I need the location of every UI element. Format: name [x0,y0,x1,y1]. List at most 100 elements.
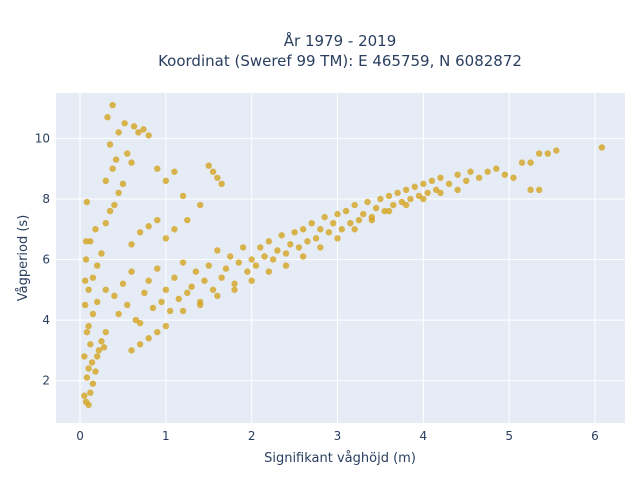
data-point [88,359,96,366]
data-point [128,159,135,166]
data-point [196,201,204,209]
data-point [484,168,491,175]
data-point [87,341,94,348]
data-point [87,389,94,396]
data-point [154,328,161,336]
data-point [154,165,161,172]
data-point [347,219,354,227]
data-point [184,289,191,297]
data-point [102,219,109,227]
data-point [248,277,255,284]
data-point [140,126,147,133]
data-point [598,144,606,151]
data-point [420,195,427,203]
data-point [95,347,103,354]
data-point [128,241,135,248]
plot-background [56,93,625,423]
data-point [175,295,182,303]
data-point [227,253,234,260]
data-point [162,286,170,293]
data-point [128,268,135,275]
data-point [274,247,281,254]
data-point [544,150,551,157]
x-tick-label: 2 [248,429,256,443]
y-tick-label: 2 [42,374,50,388]
data-point [145,132,152,139]
data-point [330,219,337,227]
data-point [102,177,109,184]
data-point [171,226,178,233]
y-tick-label: 10 [35,131,50,145]
data-point [214,174,221,181]
data-point [261,253,268,260]
data-point [535,186,543,194]
data-point [89,274,97,281]
data-point [145,277,152,284]
data-point [82,238,90,245]
data-point [92,226,99,233]
data-point [231,286,238,293]
data-point [214,292,221,300]
data-point [553,147,560,154]
data-point [527,159,534,166]
data-point [291,229,298,236]
data-point [218,180,225,188]
data-point [89,310,97,318]
x-tick-labels: 0 1 2 3 4 5 6 [76,429,599,443]
x-tick-label: 6 [591,429,599,443]
data-point [179,259,187,266]
data-point [402,186,410,194]
data-point [222,265,230,272]
data-point [351,226,358,233]
data-point [278,232,285,239]
data-point [428,177,436,184]
data-point [158,298,165,306]
data-point [535,150,543,157]
data-point [325,229,333,236]
data-point [106,207,114,215]
data-point [166,307,174,315]
data-point [184,216,191,224]
data-point [385,207,393,215]
data-point [321,213,328,221]
data-point [351,201,358,209]
data-point [501,171,509,178]
data-point [231,280,238,287]
data-point [121,120,128,127]
data-point [390,201,397,209]
x-tick-label: 1 [162,429,170,443]
data-point [145,223,152,230]
data-point [98,338,105,345]
data-point [82,256,90,263]
x-tick-label: 3 [334,429,342,443]
data-point [218,274,225,281]
data-point [334,235,341,242]
data-point [115,129,122,136]
data-point [85,322,92,330]
data-point [287,241,294,248]
data-point [81,353,88,360]
data-point [124,301,131,309]
data-point [304,238,311,245]
data-point [244,268,251,275]
data-point [81,392,88,399]
data-point [179,307,187,315]
x-tick-label: 0 [76,429,84,443]
y-tick-labels: 2 4 6 8 10 [35,131,50,387]
data-point [145,335,152,342]
data-point [136,229,144,236]
data-point [141,289,148,297]
data-point [209,168,217,175]
data-point [115,189,122,197]
data-point [179,192,187,200]
data-point [214,247,221,254]
data-point [124,150,131,157]
data-point [81,301,89,309]
data-point [518,159,526,166]
data-point [265,268,273,275]
data-point [308,219,315,227]
data-point [119,280,127,287]
data-point [102,286,109,293]
data-point [364,198,371,206]
y-tick-label: 4 [42,313,50,327]
